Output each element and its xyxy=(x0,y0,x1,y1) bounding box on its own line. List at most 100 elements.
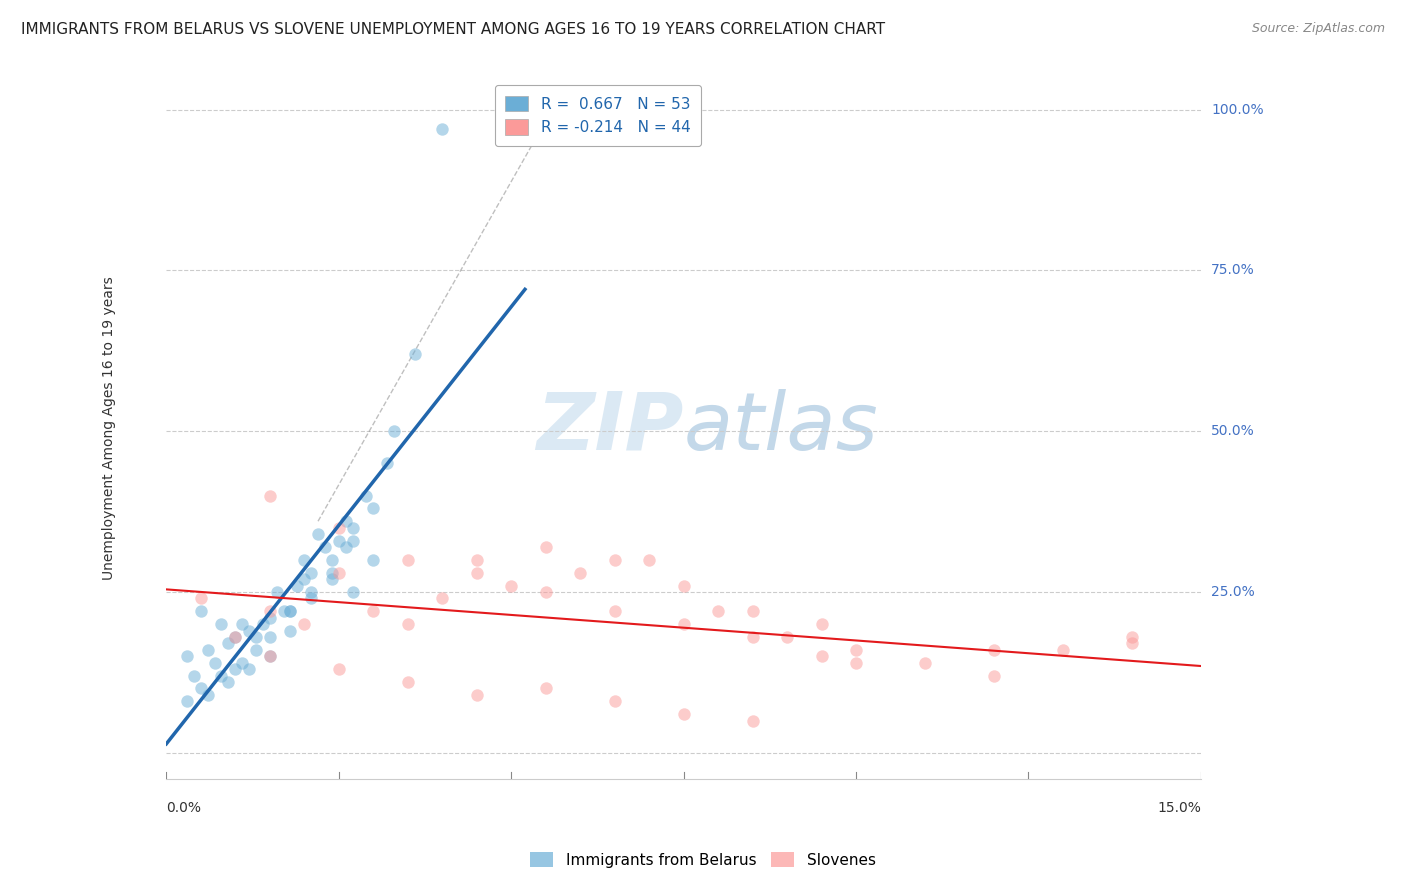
Point xyxy=(252,617,274,632)
Legend: Immigrants from Belarus, Slovenes: Immigrants from Belarus, Slovenes xyxy=(524,846,882,873)
Point xyxy=(217,675,239,690)
Point xyxy=(266,585,288,599)
Point xyxy=(465,553,488,567)
Point xyxy=(741,630,763,644)
Point xyxy=(299,591,322,606)
Text: IMMIGRANTS FROM BELARUS VS SLOVENE UNEMPLOYMENT AMONG AGES 16 TO 19 YEARS CORREL: IMMIGRANTS FROM BELARUS VS SLOVENE UNEMP… xyxy=(21,22,886,37)
Point xyxy=(342,521,364,535)
Point xyxy=(741,714,763,728)
Point xyxy=(197,643,219,657)
Point xyxy=(396,617,419,632)
Text: Unemployment Among Ages 16 to 19 years: Unemployment Among Ages 16 to 19 years xyxy=(103,277,117,580)
Point xyxy=(211,617,233,632)
Point xyxy=(176,649,198,664)
Point xyxy=(231,617,253,632)
Point xyxy=(465,688,488,702)
Point xyxy=(211,668,233,682)
Point xyxy=(672,617,695,632)
Point xyxy=(190,681,212,696)
Point xyxy=(224,662,246,676)
Point xyxy=(231,656,253,670)
Point xyxy=(845,643,868,657)
Point xyxy=(285,578,308,592)
Point xyxy=(569,566,592,580)
Point xyxy=(328,566,350,580)
Point xyxy=(465,566,488,580)
Point xyxy=(603,604,626,618)
Point xyxy=(361,501,384,516)
Point xyxy=(321,572,343,586)
Point xyxy=(432,122,454,136)
Point xyxy=(914,656,936,670)
Legend: R =  0.667   N = 53, R = -0.214   N = 44: R = 0.667 N = 53, R = -0.214 N = 44 xyxy=(495,85,702,146)
Point xyxy=(534,681,557,696)
Point xyxy=(245,643,267,657)
Point xyxy=(190,591,212,606)
Point xyxy=(292,553,315,567)
Point xyxy=(1121,630,1143,644)
Point xyxy=(810,617,832,632)
Point xyxy=(707,604,730,618)
Point xyxy=(396,553,419,567)
Point xyxy=(672,578,695,592)
Point xyxy=(501,578,523,592)
Point xyxy=(845,656,868,670)
Point xyxy=(307,527,329,541)
Point xyxy=(259,630,281,644)
Point xyxy=(259,649,281,664)
Point xyxy=(176,694,198,708)
Text: Source: ZipAtlas.com: Source: ZipAtlas.com xyxy=(1251,22,1385,36)
Point xyxy=(259,489,281,503)
Point xyxy=(534,540,557,554)
Text: atlas: atlas xyxy=(683,389,879,467)
Point xyxy=(238,624,260,638)
Point xyxy=(245,630,267,644)
Point xyxy=(280,604,302,618)
Point xyxy=(299,585,322,599)
Point xyxy=(259,649,281,664)
Point xyxy=(342,533,364,548)
Point xyxy=(183,668,205,682)
Text: 75.0%: 75.0% xyxy=(1212,263,1256,277)
Point xyxy=(432,591,454,606)
Point xyxy=(382,424,405,438)
Text: 15.0%: 15.0% xyxy=(1157,801,1201,815)
Point xyxy=(776,630,799,644)
Point xyxy=(328,521,350,535)
Point xyxy=(224,630,246,644)
Point xyxy=(328,662,350,676)
Point xyxy=(361,553,384,567)
Point xyxy=(361,604,384,618)
Point xyxy=(1121,636,1143,650)
Point xyxy=(190,604,212,618)
Point xyxy=(217,636,239,650)
Point xyxy=(280,624,302,638)
Text: ZIP: ZIP xyxy=(536,389,683,467)
Point xyxy=(983,643,1005,657)
Point xyxy=(321,566,343,580)
Point xyxy=(259,604,281,618)
Point xyxy=(273,604,295,618)
Point xyxy=(292,572,315,586)
Point xyxy=(356,489,378,503)
Point xyxy=(335,540,357,554)
Point xyxy=(603,553,626,567)
Point xyxy=(335,514,357,528)
Text: 25.0%: 25.0% xyxy=(1212,585,1256,599)
Point xyxy=(314,540,336,554)
Point xyxy=(741,604,763,618)
Text: 0.0%: 0.0% xyxy=(166,801,201,815)
Point xyxy=(638,553,661,567)
Point xyxy=(238,662,260,676)
Text: 50.0%: 50.0% xyxy=(1212,425,1256,438)
Text: 100.0%: 100.0% xyxy=(1212,103,1264,117)
Point xyxy=(375,456,398,470)
Point xyxy=(603,694,626,708)
Point xyxy=(328,533,350,548)
Point xyxy=(396,675,419,690)
Point xyxy=(299,566,322,580)
Point xyxy=(342,585,364,599)
Point xyxy=(197,688,219,702)
Point xyxy=(983,668,1005,682)
Point xyxy=(224,630,246,644)
